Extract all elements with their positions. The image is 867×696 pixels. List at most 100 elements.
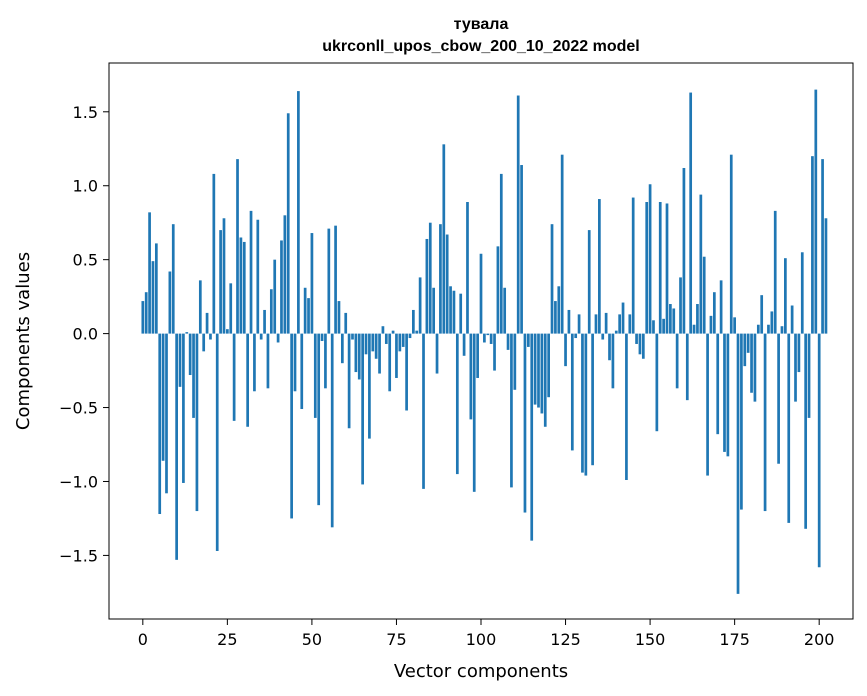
chart-title-line-2: ukrconll_upos_cbow_200_10_2022 model [322,38,639,55]
bar-149 [645,202,649,334]
bar-78 [405,333,408,411]
bar-112 [520,165,523,334]
plot-area-frame [108,62,854,620]
bar-4 [154,243,158,334]
bar-179 [746,333,750,353]
bar-167 [706,333,709,476]
bar-8 [168,271,172,334]
bar-201 [821,159,824,334]
bar-165 [699,194,703,334]
bar-189 [780,326,784,334]
bar-129 [577,314,581,334]
bar-13 [185,332,189,334]
bar-42 [283,215,287,334]
bar-27 [232,333,236,421]
bar-174 [729,154,733,334]
bar-148 [641,333,645,359]
bar-3 [151,261,155,334]
bar-19 [205,312,209,334]
bar-47 [300,333,304,410]
bar-39 [273,259,277,334]
bar-144 [628,314,632,334]
bar-60 [344,312,348,334]
bar-182 [756,324,760,334]
bar-64 [357,333,361,380]
bar-14 [188,333,192,376]
bar-152 [655,333,659,432]
x-axis-label: Vector components [394,661,568,682]
bar-115 [530,333,534,541]
bar-188 [777,333,780,464]
bar-113 [523,333,527,513]
bar-1 [144,292,148,334]
bar-80 [412,309,415,334]
bar-138 [608,333,611,361]
bar-18 [202,333,206,352]
bar-103 [489,333,493,344]
bar-53 [320,333,324,341]
bar-116 [533,333,537,405]
bar-194 [797,333,801,373]
bar-181 [753,333,757,402]
bar-132 [587,230,591,334]
bar-155 [665,203,669,334]
bar-20 [209,333,212,340]
bar-75 [395,333,398,378]
bar-38 [269,289,273,334]
bar-121 [550,224,554,334]
bar-190 [784,258,787,334]
y-tick-label: 0.5 [73,251,98,270]
bar-169 [712,292,716,334]
bar-123 [557,286,561,334]
bar-93 [455,333,459,475]
x-tick-label: 25 [217,630,237,649]
y-axis-ticks: −1.5 −1.0 −0.5 0.0 0.5 1.0 1.5 [59,103,109,565]
bar-31 [246,333,250,427]
x-tick-label: 150 [635,630,666,649]
bar-56 [330,333,334,528]
bar-198 [811,156,814,334]
bar-139 [611,333,615,389]
bar-52 [317,333,321,506]
bar-191 [787,333,791,523]
bar-150 [648,184,652,334]
bar-136 [601,333,605,340]
bar-140 [614,330,618,334]
bar-171 [719,280,723,334]
bar-21 [212,173,216,334]
bar-200 [817,333,821,568]
bar-82 [418,277,422,334]
bar-193 [794,333,797,402]
bar-71 [381,326,385,334]
bar-195 [800,252,804,334]
bar-142 [621,302,625,334]
bar-61 [347,333,351,429]
y-tick-label: −1.0 [59,472,98,491]
bar-0 [141,301,145,334]
bar-45 [293,333,297,392]
bar-10 [175,333,178,560]
bar-72 [384,333,388,344]
bar-97 [469,333,473,420]
bar-43 [286,113,290,334]
bar-41 [280,240,283,334]
bar-25 [226,329,229,334]
bar-59 [340,333,344,364]
bar-108 [506,333,510,350]
bar-68 [371,333,375,352]
bar-135 [598,199,601,334]
bar-2 [148,212,151,334]
bar-40 [276,333,280,343]
bar-36 [263,309,266,334]
x-tick-label: 50 [302,630,322,649]
y-tick-label: −1.5 [59,546,98,565]
bar-89 [442,144,446,334]
bar-62 [351,333,354,340]
bar-111 [516,95,520,334]
bar-170 [716,333,720,435]
bar-58 [337,301,341,334]
bar-32 [249,210,253,334]
bar-87 [435,333,439,374]
bar-7 [165,333,168,494]
bar-166 [702,256,706,334]
